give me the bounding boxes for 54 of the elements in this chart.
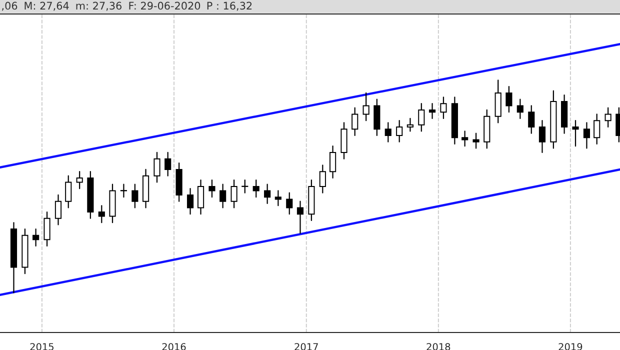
text: M: 27,64	[24, 2, 69, 11]
candlestick	[440, 96, 447, 120]
candlestick	[572, 120, 579, 147]
candlestick	[264, 184, 271, 204]
candlestick	[396, 120, 403, 142]
candlestick	[418, 103, 425, 132]
candlestick	[472, 132, 480, 149]
text: P : 16,32	[207, 2, 252, 11]
x-tick-label: 2016	[162, 343, 186, 350]
candlestick	[197, 180, 204, 215]
candlestick	[506, 86, 512, 113]
candlestick	[242, 180, 248, 194]
candlestick	[330, 146, 336, 179]
candlestick	[494, 80, 502, 124]
candlestick	[604, 107, 612, 128]
x-tick-label: 2018	[426, 343, 450, 350]
candlestick	[230, 180, 238, 208]
candlestick	[362, 92, 370, 122]
candlestick	[516, 98, 524, 120]
text: m: 27,36	[76, 2, 122, 11]
x-tick-label: 2019	[558, 343, 582, 350]
candlestick	[528, 105, 535, 134]
candlestick	[538, 120, 546, 154]
candlestick	[274, 190, 282, 206]
candlestick	[132, 184, 138, 208]
candlestick	[296, 200, 304, 234]
candlestick	[220, 184, 226, 208]
candlestick	[406, 118, 414, 132]
candlestick	[462, 130, 468, 147]
candlestick	[286, 192, 293, 215]
candlestick	[352, 107, 358, 136]
text: F: 29-06-2020	[129, 2, 200, 10]
text: ,06	[2, 2, 18, 11]
x-tick-label: 2017	[294, 343, 318, 350]
candlestick	[98, 205, 105, 224]
x-tick-label: 2015	[30, 343, 54, 350]
candlestick	[252, 180, 260, 198]
candlestick	[384, 122, 392, 142]
candlestick	[120, 184, 127, 198]
candlestick	[65, 175, 72, 208]
candlestick	[44, 211, 50, 247]
candlestick	[319, 164, 326, 194]
candlestick	[374, 98, 380, 136]
candlestick	[32, 228, 40, 247]
candlestick	[594, 114, 600, 145]
candlestick	[428, 103, 436, 120]
candlestick	[208, 180, 216, 198]
candlestick	[340, 122, 348, 160]
candlestick	[154, 152, 160, 183]
candlestick	[76, 171, 83, 190]
candlestick	[583, 122, 590, 149]
candlestick	[54, 194, 62, 226]
candlestick	[186, 188, 194, 215]
candlestick	[164, 152, 172, 176]
